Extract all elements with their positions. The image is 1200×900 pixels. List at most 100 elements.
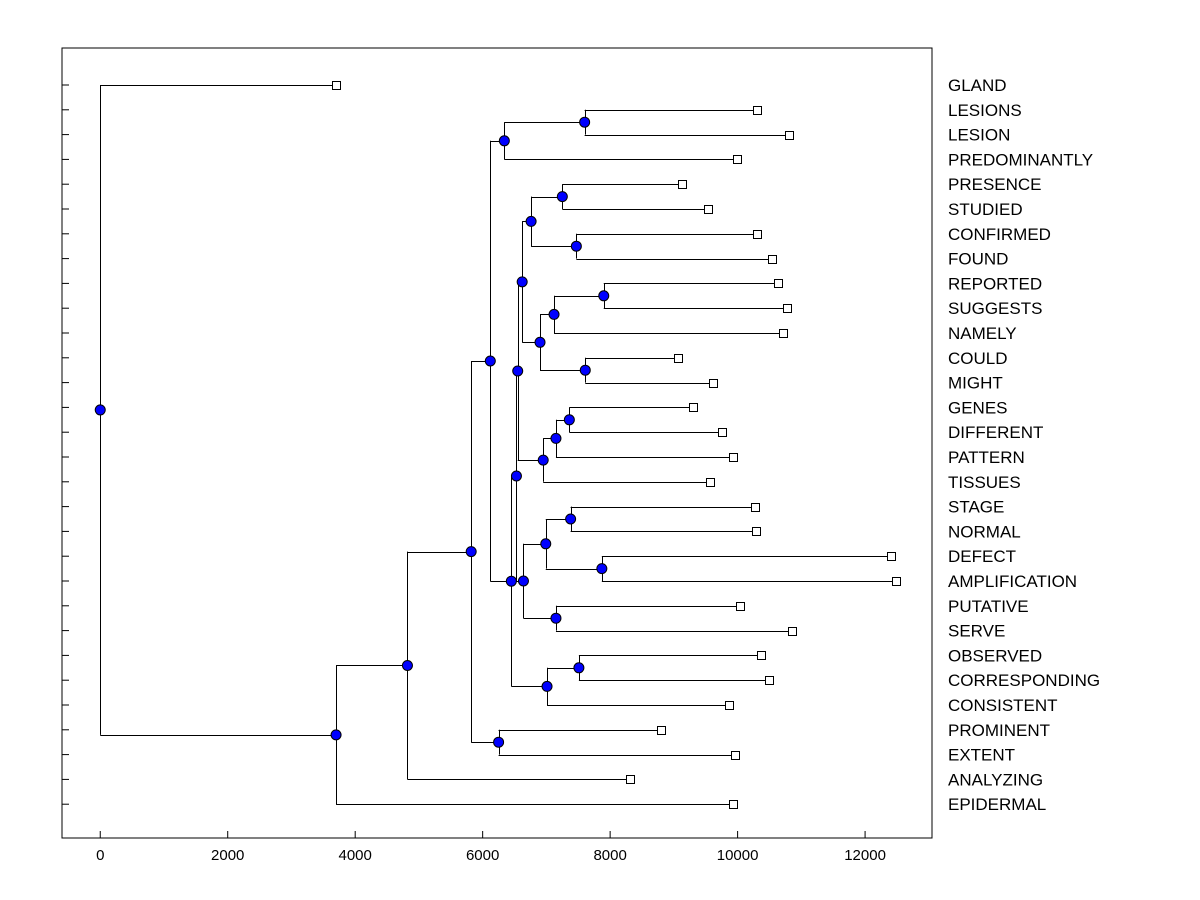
x-tick-label: 4000 [338, 847, 371, 864]
merge-node [579, 364, 591, 376]
leaf-label: EXTENT [948, 746, 1015, 765]
leaf-label: TISSUES [948, 473, 1021, 492]
leaf-marker [751, 503, 760, 512]
leaf-marker [689, 403, 698, 412]
merge-node [465, 546, 477, 558]
merge-node [548, 308, 560, 320]
leaf-label: GENES [948, 398, 1008, 417]
leaf-marker [752, 527, 761, 536]
leaf-label: CORRESPONDING [948, 671, 1100, 690]
merge-node [330, 729, 342, 741]
merge-node [570, 240, 582, 252]
merge-node [498, 135, 510, 147]
leaf-marker [709, 379, 718, 388]
leaf-marker [729, 453, 738, 462]
plot-frame [61, 47, 933, 839]
merge-node [505, 575, 517, 587]
merge-nodes [94, 116, 610, 748]
merge-node [550, 612, 562, 624]
merge-node [579, 116, 591, 128]
leaf-label: NAMELY [948, 324, 1017, 343]
merge-node [596, 563, 608, 575]
leaf-marker [753, 230, 762, 239]
leaf-label: COULD [948, 349, 1008, 368]
leaf-marker [678, 180, 687, 189]
merge-node [516, 276, 528, 288]
merge-node [556, 191, 568, 203]
leaf-label: STAGE [948, 498, 1004, 517]
leaf-marker [768, 255, 777, 264]
leaf-markers [332, 81, 901, 809]
merge-node [540, 538, 552, 550]
leaf-marker [733, 155, 742, 164]
leaf-label: AMPLIFICATION [948, 572, 1077, 591]
x-axis: 0 2000 4000 6000 8000 10000 12000 [96, 831, 886, 864]
leaf-marker [887, 552, 896, 561]
leaf-label: REPORTED [948, 274, 1042, 293]
merge-node [563, 414, 575, 426]
x-tick-label: 0 [96, 847, 104, 864]
plot-border [61, 47, 933, 839]
leaf-label: CONFIRMED [948, 225, 1051, 244]
merge-node [510, 470, 522, 482]
merge-node [512, 365, 524, 377]
merge-node [94, 404, 106, 416]
leaf-label: ANALYZING [948, 770, 1043, 789]
x-tick-label: 6000 [466, 847, 499, 864]
merge-node [525, 215, 537, 227]
leaf-label: CONSISTENT [948, 696, 1058, 715]
leaf-label: SUGGESTS [948, 299, 1042, 318]
merge-node [493, 736, 505, 748]
merge-node [550, 432, 562, 444]
merge-node [537, 454, 549, 466]
merge-node [401, 659, 413, 671]
x-tick-label: 12000 [844, 847, 886, 864]
leaf-label: PATTERN [948, 448, 1025, 467]
leaf-marker [674, 354, 683, 363]
merge-node [541, 680, 553, 692]
merge-node [534, 336, 546, 348]
leaf-marker [626, 775, 635, 784]
leaf-marker [785, 131, 794, 140]
leaf-label: OBSERVED [948, 646, 1042, 665]
leaf-label: FOUND [948, 250, 1008, 269]
leaf-marker [779, 329, 788, 338]
leaf-label: PRESENCE [948, 175, 1042, 194]
leaf-label: LESION [948, 126, 1010, 145]
leaf-marker [788, 627, 797, 636]
merge-node [598, 290, 610, 302]
leaf-marker [657, 726, 666, 735]
leaf-marker [729, 800, 738, 809]
leaf-label: NORMAL [948, 522, 1021, 541]
leaf-label: EPIDERMAL [948, 795, 1046, 814]
x-tick-label: 10000 [717, 847, 759, 864]
merge-node [484, 355, 496, 367]
leaf-label: PREDOMINANTLY [948, 150, 1093, 169]
leaf-label: SERVE [948, 622, 1005, 641]
leaf-marker [765, 676, 774, 685]
leaf-marker [753, 106, 762, 115]
leaf-marker [783, 304, 792, 313]
merge-node [573, 662, 585, 674]
leaf-label: DEFECT [948, 547, 1016, 566]
leaf-label: STUDIED [948, 200, 1023, 219]
leaf-label: DIFFERENT [948, 423, 1043, 442]
merge-node [517, 575, 529, 587]
x-tick-label: 8000 [593, 847, 626, 864]
leaf-marker [736, 602, 745, 611]
leaf-marker [332, 81, 341, 90]
leaf-label: LESIONS [948, 101, 1022, 120]
leaf-label: PROMINENT [948, 721, 1050, 740]
leaf-marker [704, 205, 713, 214]
leaf-marker [725, 701, 734, 710]
leaf-marker [774, 279, 783, 288]
leaf-marker [731, 751, 740, 760]
merge-node [565, 513, 577, 525]
leaf-marker [892, 577, 901, 586]
leaf-marker [706, 478, 715, 487]
dendrogram-links [100, 85, 896, 805]
x-tick-label: 2000 [211, 847, 244, 864]
leaf-marker [718, 428, 727, 437]
leaf-label: MIGHT [948, 374, 1003, 393]
